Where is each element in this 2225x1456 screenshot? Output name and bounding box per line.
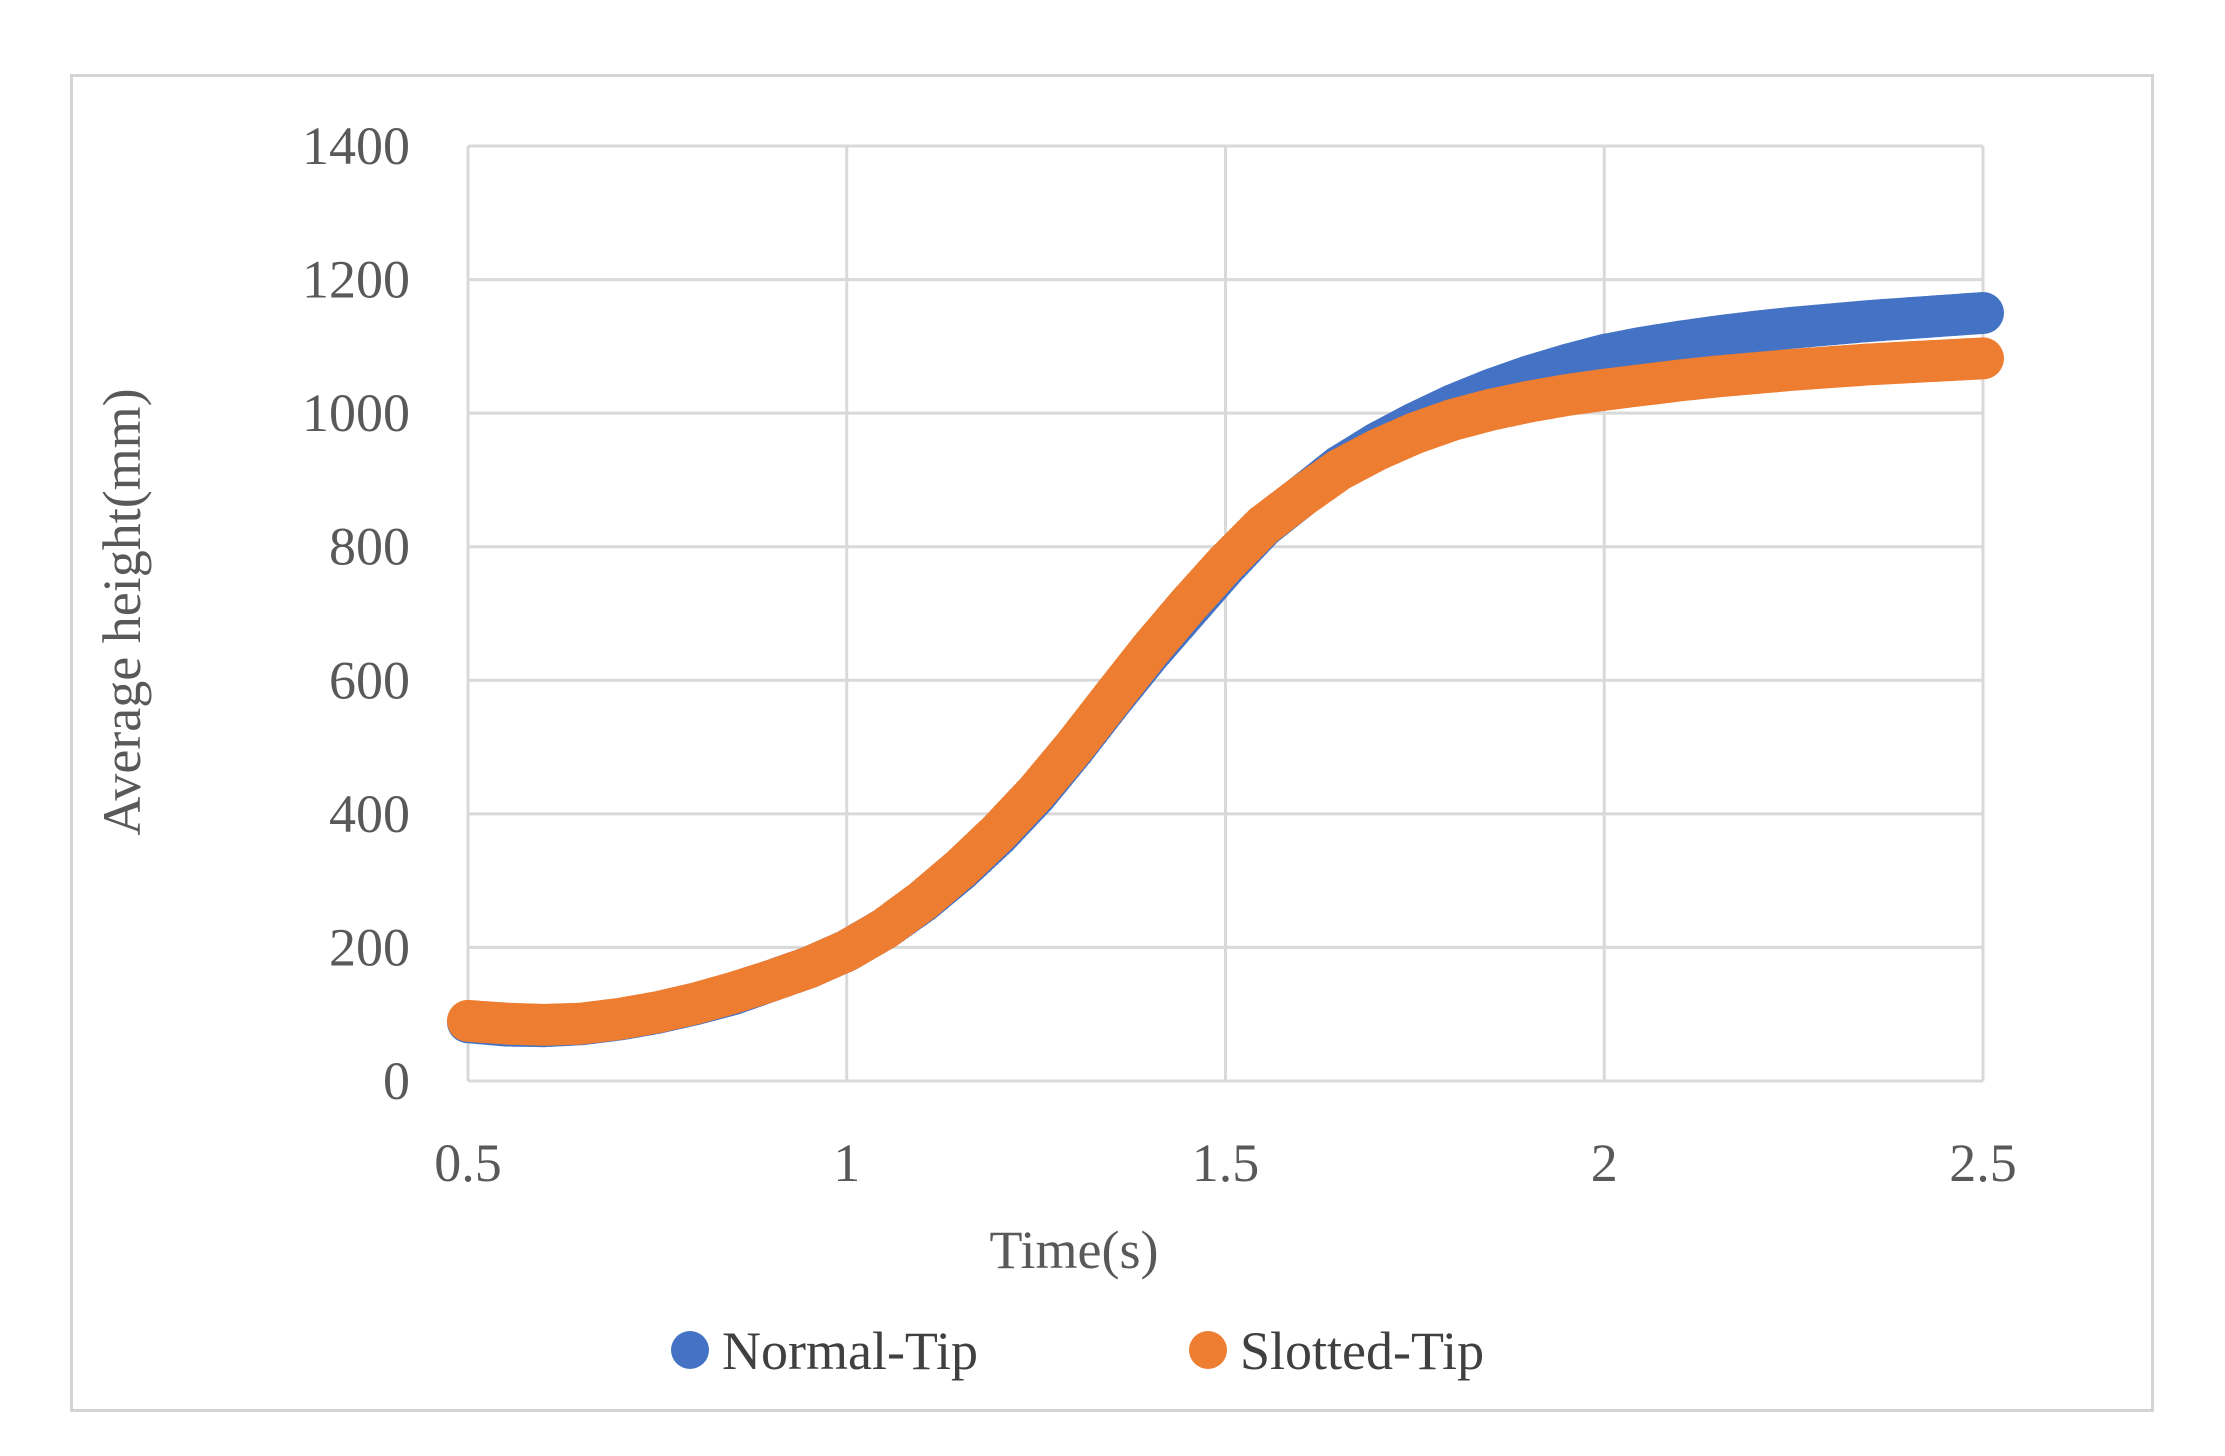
- legend-label: Normal-Tip: [722, 1321, 978, 1381]
- y-tick-label: 600: [329, 650, 410, 710]
- x-tick-label: 2: [1591, 1133, 1618, 1193]
- data-series: [447, 291, 2004, 1048]
- y-tick-label: 1400: [302, 116, 410, 176]
- series-slotted-tip: [447, 337, 2004, 1046]
- x-tick-label: 2.5: [1949, 1133, 2017, 1193]
- y-tick-label: 1000: [302, 383, 410, 443]
- y-tick-label: 1200: [302, 250, 410, 310]
- x-tick-labels: 0.5 1 1.5 2 2.5: [434, 1133, 2017, 1193]
- legend-label: Slotted-Tip: [1240, 1321, 1484, 1381]
- data-point: [1962, 291, 2004, 334]
- y-axis-title: Average height(mm): [92, 388, 152, 835]
- y-tick-label: 400: [329, 784, 410, 844]
- x-tick-label: 1: [833, 1133, 860, 1193]
- data-point: [1962, 337, 2004, 380]
- legend-marker: [1189, 1331, 1227, 1369]
- y-tick-labels: 0 200 400 600 800 1000 1200 1400: [302, 116, 410, 1111]
- x-axis-title: Time(s): [989, 1220, 1158, 1280]
- legend-item: Normal-Tip: [671, 1321, 978, 1381]
- y-tick-label: 200: [329, 917, 410, 977]
- legend: Normal-Tip Slotted-Tip: [671, 1321, 1484, 1381]
- x-tick-label: 1.5: [1192, 1133, 1260, 1193]
- x-tick-label: 0.5: [434, 1133, 502, 1193]
- y-tick-label: 800: [329, 517, 410, 577]
- chart-container: [70, 74, 2154, 1412]
- legend-item: Slotted-Tip: [1189, 1321, 1484, 1381]
- gridlines: [466, 144, 1985, 1083]
- y-tick-label: 0: [383, 1051, 410, 1111]
- legend-marker: [671, 1331, 709, 1369]
